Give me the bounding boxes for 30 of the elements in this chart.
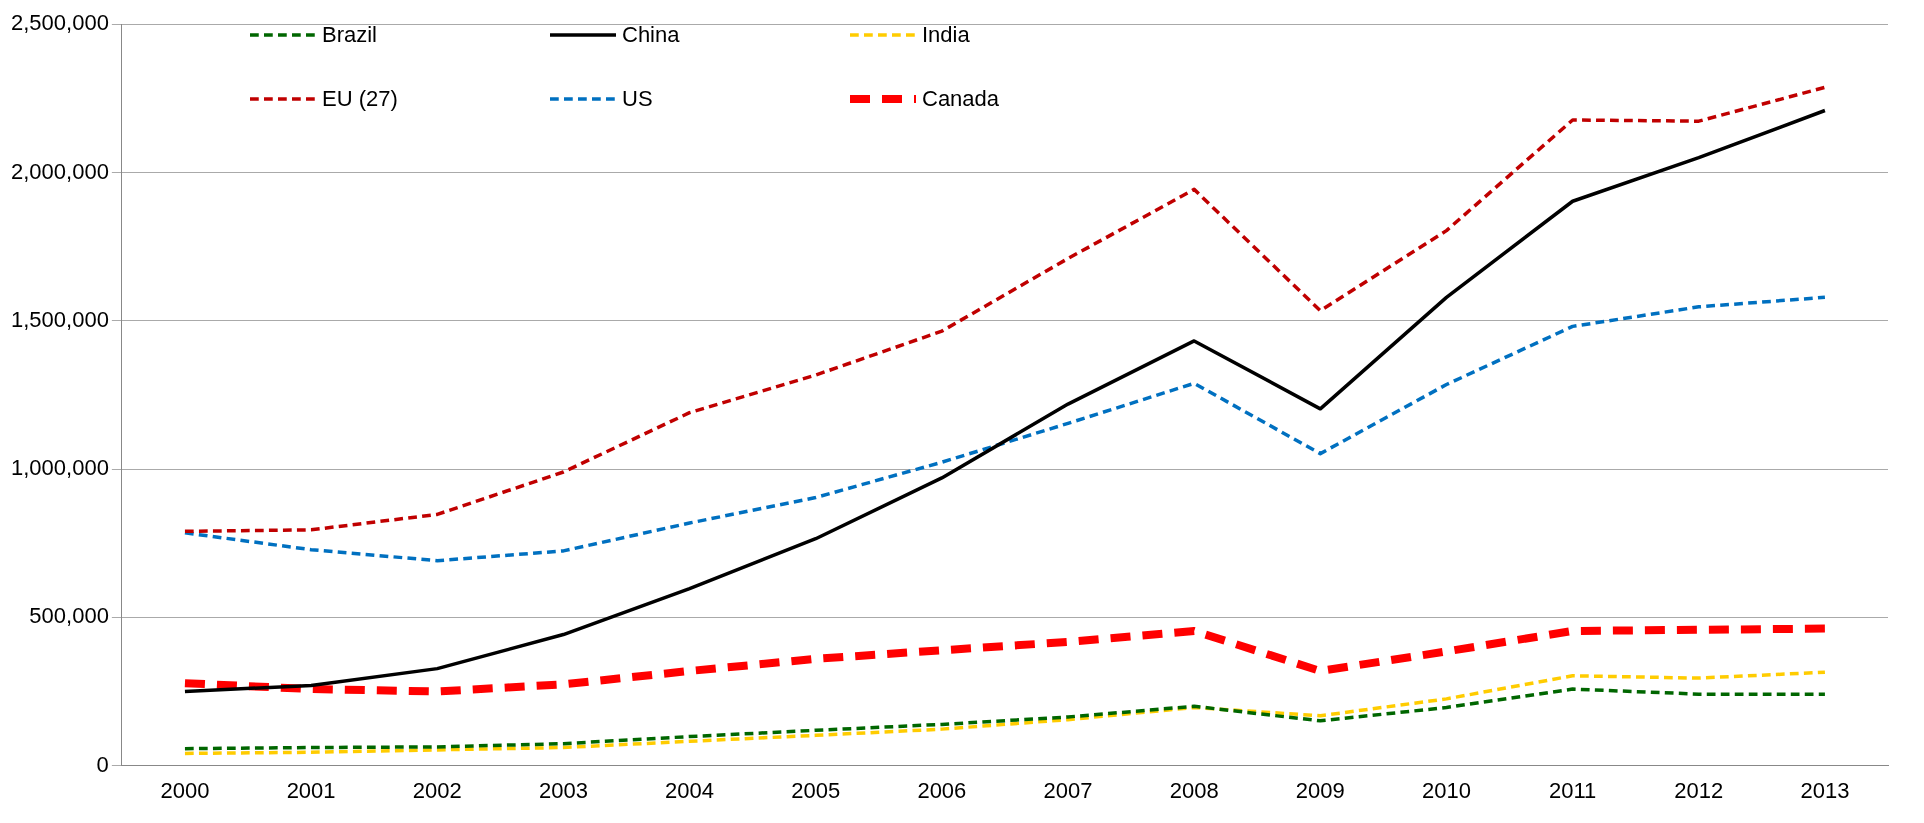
x-tick-label: 2012 xyxy=(1674,777,1724,803)
x-tick-label: 2004 xyxy=(665,777,715,803)
x-tick-label: 2013 xyxy=(1800,777,1850,803)
line-series xyxy=(183,687,1827,751)
x-tick-label: 2009 xyxy=(1295,777,1345,803)
x-tick-label: 2010 xyxy=(1421,777,1471,803)
x-tick-label: 2001 xyxy=(286,777,336,803)
legend-label: US xyxy=(622,86,653,112)
x-tick-label: 2002 xyxy=(412,777,462,803)
x-tick-label: 2005 xyxy=(791,777,841,803)
x-tick-label: 2007 xyxy=(1043,777,1093,803)
x-tick-label: 2011 xyxy=(1548,777,1597,803)
x-tick-label: 2003 xyxy=(538,777,588,803)
x-tick-label: 2000 xyxy=(160,777,210,803)
line-series xyxy=(183,670,1827,756)
legend-label: China xyxy=(622,22,680,48)
y-tick-label: 1,000,000 xyxy=(11,455,109,481)
legend-label: Canada xyxy=(922,86,1000,112)
legend-label: India xyxy=(922,22,970,48)
y-tick-label: 2,000,000 xyxy=(11,158,109,184)
y-tick-label: 1,500,000 xyxy=(11,306,109,332)
legend-label: Brazil xyxy=(322,22,378,48)
line-series xyxy=(183,295,1827,563)
y-tick-label: 500,000 xyxy=(29,603,109,629)
y-tick-label: 2,500,000 xyxy=(11,10,109,36)
y-tick-label: 0 xyxy=(96,751,109,777)
line-series xyxy=(183,85,1827,534)
x-tick-label: 2008 xyxy=(1169,777,1219,803)
x-tick-label: 2006 xyxy=(917,777,967,803)
legend-label: EU (27) xyxy=(322,86,398,112)
